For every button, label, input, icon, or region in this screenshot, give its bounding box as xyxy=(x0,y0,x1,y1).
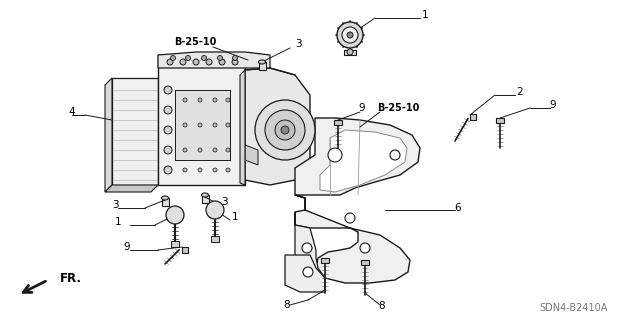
Circle shape xyxy=(180,59,186,65)
Circle shape xyxy=(328,148,342,162)
Text: 3: 3 xyxy=(221,197,227,207)
Polygon shape xyxy=(285,255,325,292)
Circle shape xyxy=(206,59,212,65)
Circle shape xyxy=(337,22,363,48)
Circle shape xyxy=(360,243,370,253)
Bar xyxy=(211,236,219,242)
Polygon shape xyxy=(295,212,325,282)
Circle shape xyxy=(164,146,172,154)
Circle shape xyxy=(193,59,199,65)
Circle shape xyxy=(226,148,230,152)
Text: 8: 8 xyxy=(284,300,291,310)
Circle shape xyxy=(213,123,217,127)
Bar xyxy=(171,241,179,247)
Circle shape xyxy=(265,110,305,150)
Text: 3: 3 xyxy=(112,200,118,210)
Polygon shape xyxy=(245,145,258,165)
Circle shape xyxy=(198,168,202,172)
Circle shape xyxy=(232,56,237,61)
Text: 3: 3 xyxy=(294,39,301,49)
Bar xyxy=(470,114,476,120)
Circle shape xyxy=(198,148,202,152)
Circle shape xyxy=(226,168,230,172)
Circle shape xyxy=(183,148,187,152)
Text: 9: 9 xyxy=(550,100,556,110)
Circle shape xyxy=(255,100,315,160)
Circle shape xyxy=(232,59,238,65)
Circle shape xyxy=(213,168,217,172)
Circle shape xyxy=(166,206,184,224)
Text: B-25-10: B-25-10 xyxy=(174,37,216,47)
Bar xyxy=(334,120,342,125)
Bar xyxy=(162,198,169,206)
Circle shape xyxy=(213,98,217,102)
Circle shape xyxy=(198,98,202,102)
Circle shape xyxy=(164,166,172,174)
Text: 1: 1 xyxy=(115,217,122,227)
Polygon shape xyxy=(320,130,407,192)
Circle shape xyxy=(206,201,224,219)
Text: 1: 1 xyxy=(422,10,428,20)
Text: 2: 2 xyxy=(516,87,524,97)
Text: 6: 6 xyxy=(454,203,461,213)
Circle shape xyxy=(226,123,230,127)
Text: 4: 4 xyxy=(68,107,76,117)
Ellipse shape xyxy=(202,193,209,197)
Circle shape xyxy=(164,86,172,94)
Bar xyxy=(321,258,329,263)
Bar xyxy=(361,260,369,265)
Bar xyxy=(202,195,209,203)
Circle shape xyxy=(202,56,207,61)
Circle shape xyxy=(281,126,289,134)
Circle shape xyxy=(347,49,353,55)
Circle shape xyxy=(275,120,295,140)
Circle shape xyxy=(183,168,187,172)
Polygon shape xyxy=(105,185,158,192)
Circle shape xyxy=(198,123,202,127)
Text: SDN4-B2410A: SDN4-B2410A xyxy=(540,303,608,313)
Circle shape xyxy=(226,98,230,102)
Circle shape xyxy=(167,59,173,65)
Polygon shape xyxy=(112,78,158,185)
Circle shape xyxy=(347,32,353,38)
Circle shape xyxy=(345,213,355,223)
Polygon shape xyxy=(158,55,245,185)
Text: 9: 9 xyxy=(358,103,365,113)
Bar xyxy=(175,90,230,160)
Text: FR.: FR. xyxy=(60,271,82,285)
Circle shape xyxy=(213,148,217,152)
Polygon shape xyxy=(240,70,245,185)
Bar xyxy=(344,50,356,55)
Text: 1: 1 xyxy=(232,212,238,222)
Circle shape xyxy=(218,56,223,61)
Polygon shape xyxy=(245,68,310,185)
Polygon shape xyxy=(158,52,270,68)
Circle shape xyxy=(390,150,400,160)
Ellipse shape xyxy=(259,60,266,64)
Polygon shape xyxy=(295,118,420,283)
Text: 9: 9 xyxy=(124,242,131,252)
Bar xyxy=(259,62,266,70)
Circle shape xyxy=(342,27,358,43)
Circle shape xyxy=(183,98,187,102)
Circle shape xyxy=(186,56,191,61)
Circle shape xyxy=(164,106,172,114)
Polygon shape xyxy=(105,78,112,192)
Ellipse shape xyxy=(161,196,168,200)
Circle shape xyxy=(183,123,187,127)
Text: B-25-10: B-25-10 xyxy=(377,103,419,113)
Bar xyxy=(496,118,504,123)
Circle shape xyxy=(170,56,175,61)
Circle shape xyxy=(164,126,172,134)
Circle shape xyxy=(302,243,312,253)
Circle shape xyxy=(219,59,225,65)
Bar xyxy=(182,247,188,253)
Text: 8: 8 xyxy=(379,301,385,311)
Circle shape xyxy=(303,267,313,277)
